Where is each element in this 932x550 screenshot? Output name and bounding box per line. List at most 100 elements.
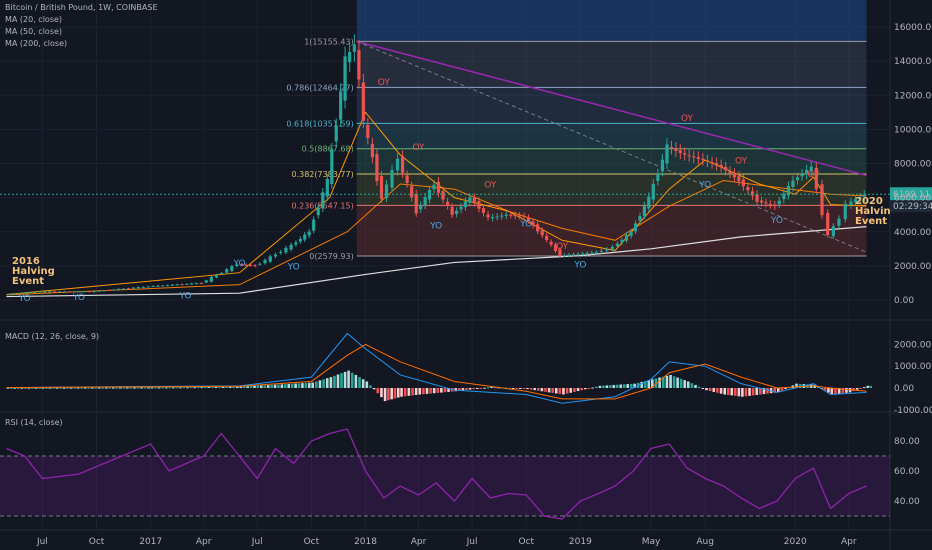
macd-histogram-bar (744, 388, 748, 397)
macd-histogram-bar (748, 388, 751, 396)
macd-histogram-bar (866, 385, 870, 388)
macd-histogram-bar (186, 387, 189, 389)
macd-histogram-bar (380, 388, 383, 398)
macd-histogram-bar (31, 387, 34, 389)
macd-histogram-bar (182, 387, 186, 389)
candle-body (705, 160, 710, 162)
last-price-tag (890, 187, 932, 201)
signal-annotation: OY (378, 78, 391, 88)
macd-histogram-bar (228, 386, 232, 388)
macd-tick-label: -1000.00 (894, 406, 932, 416)
macd-histogram-bar (676, 377, 679, 388)
candle-body (273, 254, 278, 257)
candle-body (102, 290, 106, 292)
macd-histogram-bar (737, 388, 741, 397)
candle-body (225, 269, 229, 273)
macd-histogram-bar (38, 387, 41, 389)
candle-body (553, 244, 558, 252)
candle-body (837, 218, 841, 226)
candle-body (284, 247, 288, 253)
candle-body (853, 199, 858, 203)
candle-body (558, 249, 562, 257)
macd-histogram-bar (147, 387, 150, 389)
time-tick-label: 2019 (569, 537, 592, 547)
candle-body (112, 289, 116, 291)
macd-histogram-bar (133, 387, 136, 389)
macd-histogram-bar (697, 386, 701, 388)
candle-body (268, 256, 272, 262)
rsi-line (6, 428, 867, 520)
candle-body (701, 158, 705, 161)
macd-histogram-bar (411, 388, 414, 396)
macd-histogram-bar (766, 388, 769, 394)
candle-body (509, 214, 513, 216)
candle-body (862, 194, 866, 197)
macd-histogram-bar (260, 385, 263, 388)
price-tick-label: 0.00 (894, 296, 914, 306)
macd-histogram-bar (454, 388, 458, 392)
macd-histogram-bar (301, 383, 304, 388)
macd-histogram-bar (76, 387, 80, 389)
fib-zone (356, 87, 867, 124)
candle-body (741, 179, 745, 187)
macd-histogram-bar (270, 384, 273, 388)
signal-annotation: OY (735, 157, 748, 167)
macd-histogram-bar (773, 388, 776, 393)
signal-annotation: YO (770, 216, 783, 226)
macd-histogram-bar (90, 387, 94, 389)
candle-body (294, 242, 298, 245)
candle-body (455, 210, 459, 214)
macd-tick-label: 2000.00 (894, 340, 931, 350)
macd-histogram-bar (686, 381, 690, 388)
candle-body (660, 159, 665, 172)
candle-body (33, 291, 37, 293)
macd-histogram-bar (619, 384, 623, 388)
candle-body (244, 264, 248, 266)
candle-body (633, 223, 638, 232)
macd-histogram-bar (280, 384, 284, 388)
macd-histogram-bar (200, 387, 204, 389)
macd-histogram-bar (154, 387, 157, 389)
candle-body (773, 204, 777, 207)
candle-body (240, 264, 244, 266)
candle-body (651, 183, 655, 200)
candle-body (481, 208, 486, 213)
macd-histogram-bar (59, 387, 62, 389)
macd-histogram-bar (24, 387, 27, 389)
macd-histogram-bar (218, 386, 221, 388)
macd-histogram-bar (129, 387, 133, 389)
halving-label-2020-word: Halvin (855, 206, 891, 217)
candle-body (7, 293, 11, 295)
candle-body (581, 253, 585, 255)
ma50-line (6, 180, 867, 296)
macd-histogram-bar (483, 387, 486, 389)
candle-body (724, 166, 728, 171)
macd-histogram-bar (140, 387, 143, 389)
candle-body (495, 216, 499, 218)
candle-body (330, 148, 334, 185)
macd-histogram-bar (422, 388, 425, 395)
signal-annotation: OY (807, 170, 820, 180)
candle-body (820, 184, 824, 216)
candle-body (777, 200, 781, 205)
macd-tick-label: 1000.00 (894, 362, 931, 372)
macd-histogram-bar (837, 388, 841, 394)
candle-body (146, 286, 150, 288)
fib-level-label: 0.786(12464.27) (286, 83, 353, 92)
macd-histogram-bar (343, 371, 347, 388)
macd-histogram-bar (551, 388, 554, 393)
candle-body (122, 288, 126, 290)
fib-level-label: 1(15155.43) (304, 37, 354, 46)
macd-histogram-bar (266, 385, 270, 388)
candle-body (253, 265, 257, 267)
candle-body (459, 206, 463, 210)
signal-annotation: OY (484, 180, 497, 190)
candle-body (279, 251, 283, 253)
macd-histogram-bar (20, 387, 24, 389)
macd-histogram-bar (45, 387, 48, 389)
candle-body (72, 291, 76, 293)
candle-body (410, 186, 414, 198)
macd-histogram-bar (376, 388, 380, 394)
candle-body (384, 184, 389, 198)
